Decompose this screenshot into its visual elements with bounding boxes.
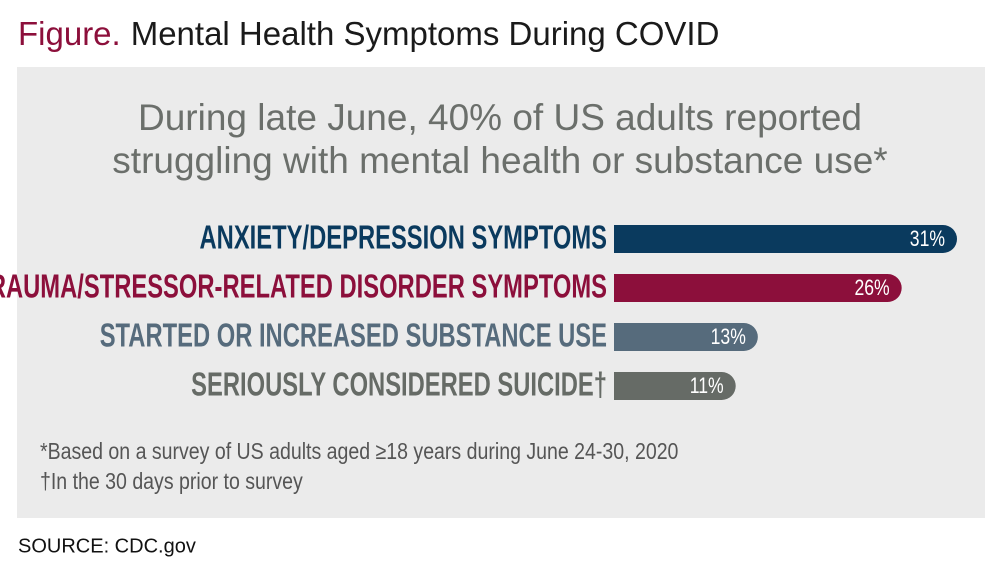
bar (614, 323, 758, 351)
source: SOURCE: CDC.gov (18, 535, 196, 557)
value-label: 11% (690, 374, 724, 398)
bar (614, 372, 736, 401)
title-prefix: Figure. (18, 15, 121, 52)
footnote: *Based on a survey of US adults aged ≥18… (40, 439, 679, 465)
footnote: †In the 30 days prior to survey (40, 469, 303, 495)
bar (614, 225, 957, 253)
chart-title: Figure. Mental Health Symptoms During COV… (18, 15, 719, 52)
value-label: 31% (910, 227, 945, 251)
category-label: TRAUMA/STRESSOR-RELATED DISORDER SYMPTOM… (0, 269, 607, 306)
value-label: 26% (854, 276, 889, 300)
category-label: SERIOUSLY CONSIDERED SUICIDE† (191, 367, 607, 404)
category-label: STARTED OR INCREASED SUBSTANCE USE (100, 318, 607, 355)
subtitle: struggling with mental health or substan… (112, 140, 887, 181)
bar (614, 274, 902, 302)
title-text: Mental Health Symptoms During COVID (131, 15, 720, 52)
subtitle: During late June, 40% of US adults repor… (138, 97, 862, 138)
value-label: 13% (711, 325, 746, 349)
category-label: ANXIETY/DEPRESSION SYMPTOMS (200, 220, 607, 257)
